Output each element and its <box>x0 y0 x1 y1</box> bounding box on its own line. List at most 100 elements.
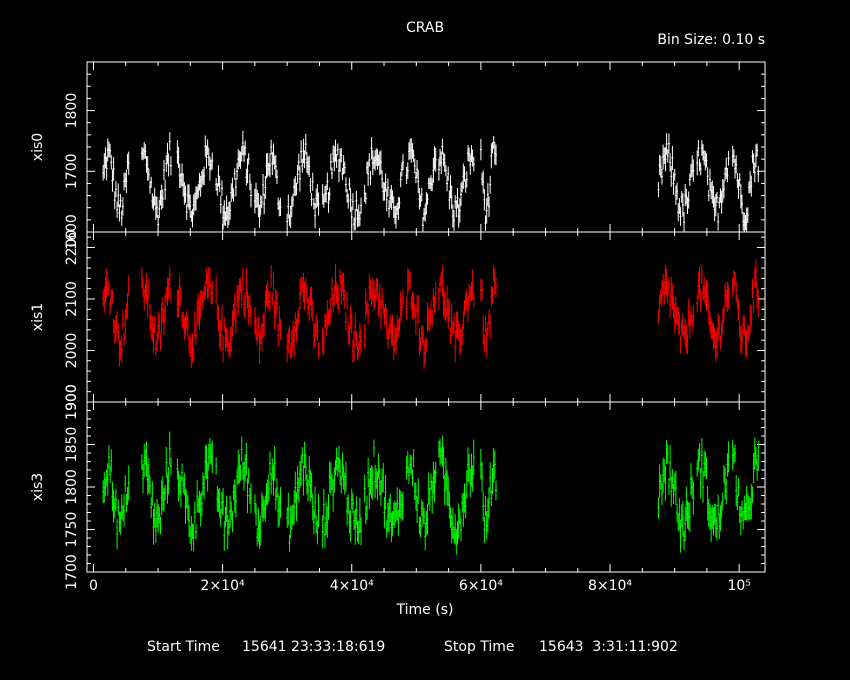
data-point <box>304 143 307 145</box>
data-point <box>349 525 352 527</box>
data-point <box>744 511 747 513</box>
data-point <box>381 178 384 180</box>
data-point <box>300 469 303 471</box>
data-point <box>233 173 236 175</box>
data-point <box>492 464 495 466</box>
data-point <box>146 479 149 481</box>
data-point <box>191 530 194 532</box>
data-point <box>461 334 464 336</box>
data-point <box>226 216 229 218</box>
data-point <box>413 165 416 167</box>
data-point <box>211 292 214 294</box>
data-point <box>277 203 280 205</box>
data-point <box>147 174 150 176</box>
data-point <box>712 520 715 522</box>
data-point <box>439 157 442 159</box>
data-point <box>439 451 442 453</box>
data-point <box>290 205 293 207</box>
data-point <box>219 204 222 206</box>
data-point <box>405 467 408 469</box>
data-point <box>328 315 331 317</box>
data-point <box>150 506 153 508</box>
data-point <box>697 147 700 149</box>
data-point <box>453 219 456 221</box>
data-point <box>426 198 429 200</box>
data-point <box>325 325 328 327</box>
data-point <box>232 314 235 316</box>
data-point <box>692 170 695 172</box>
data-point <box>340 484 343 486</box>
data-point <box>259 530 262 532</box>
data-point <box>684 332 687 334</box>
data-point <box>277 335 280 337</box>
data-point <box>185 498 188 500</box>
data-point <box>109 150 112 152</box>
data-point <box>463 497 466 499</box>
data-point <box>248 304 251 306</box>
data-point <box>706 502 709 504</box>
data-point <box>442 301 445 303</box>
data-point <box>481 289 484 291</box>
data-point <box>658 164 661 166</box>
data-point <box>364 302 367 304</box>
data-point <box>354 526 357 528</box>
data-point <box>462 319 465 321</box>
data-point <box>116 533 119 535</box>
data-point <box>671 478 674 480</box>
data-point <box>443 162 446 164</box>
data-point <box>188 520 191 522</box>
data-point <box>702 486 705 488</box>
data-point <box>327 506 330 508</box>
data-point <box>270 483 273 485</box>
data-point <box>244 147 247 149</box>
data-point <box>657 316 660 318</box>
data-point <box>418 341 421 343</box>
data-point <box>267 487 270 489</box>
data-point <box>234 320 237 322</box>
data-point <box>382 190 385 192</box>
data-point <box>334 467 337 469</box>
data-point <box>248 495 251 497</box>
data-point <box>472 298 475 300</box>
data-point <box>104 486 107 488</box>
data-point <box>440 278 443 280</box>
data-point <box>237 466 240 468</box>
bin-size-label: Bin Size: 0.10 s <box>657 32 765 48</box>
data-point <box>724 294 727 296</box>
data-point <box>756 294 759 296</box>
data-point <box>676 315 679 317</box>
data-point <box>117 331 120 333</box>
data-point <box>337 458 340 460</box>
data-point <box>329 161 332 163</box>
data-point <box>375 478 378 480</box>
data-point <box>375 288 378 290</box>
data-point <box>464 300 467 302</box>
data-point <box>315 523 318 525</box>
data-point <box>125 502 128 504</box>
data-point <box>381 479 384 481</box>
data-point <box>356 352 359 354</box>
data-point <box>250 497 253 499</box>
data-point <box>437 448 440 450</box>
data-point <box>277 510 280 512</box>
data-point <box>690 478 693 480</box>
data-point <box>142 153 145 155</box>
data-point <box>220 316 223 318</box>
data-point <box>671 296 674 298</box>
data-point <box>113 199 116 201</box>
data-point <box>256 337 259 339</box>
data-point <box>674 487 677 489</box>
data-point <box>267 299 270 301</box>
data-point <box>161 492 164 494</box>
data-point <box>712 196 715 198</box>
data-point <box>439 284 442 286</box>
data-point <box>240 297 243 299</box>
data-point <box>377 304 380 306</box>
data-point <box>314 334 317 336</box>
data-point <box>484 323 487 325</box>
data-point <box>356 531 359 533</box>
data-point <box>669 161 672 163</box>
data-point <box>428 319 431 321</box>
time-footer: Start Time 15641 23:33:18:619 Stop Time … <box>147 639 678 655</box>
data-point <box>205 156 208 158</box>
